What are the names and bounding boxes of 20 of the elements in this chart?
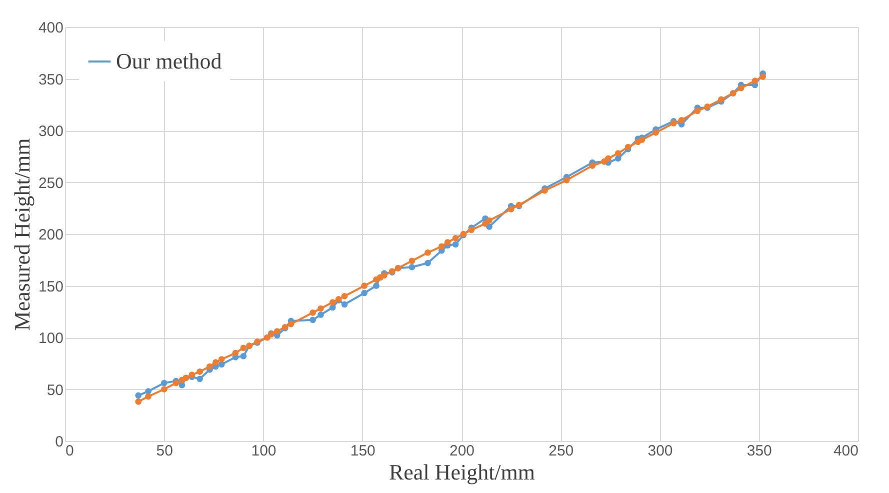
x-tick-label: 150 (350, 442, 376, 460)
y-tick-label: 200 (38, 226, 64, 244)
x-tick-label: 200 (449, 442, 475, 460)
x-tick-label: 400 (833, 442, 858, 460)
y-tick-label: 150 (38, 278, 64, 296)
y-tick-label: 250 (38, 174, 64, 192)
y-tick-label: 350 (38, 71, 64, 88)
y-tick-label: 100 (38, 330, 64, 347)
x-axis-title: Real Height/mm (388, 460, 536, 484)
x-tick-label: 300 (648, 442, 673, 460)
y-tick-label: 400 (38, 20, 64, 36)
x-tick-label: 0 (66, 442, 74, 460)
y-tick-label: 300 (38, 123, 64, 140)
y-tick-label: 50 (46, 382, 64, 399)
x-tick-label: 100 (251, 442, 276, 460)
y-axis-title: Measured Height/mm (9, 138, 34, 331)
x-tick-label: 350 (746, 442, 772, 460)
x-tick-label: 50 (156, 442, 173, 460)
legend-label: Our method (116, 48, 222, 74)
x-tick-label: 250 (548, 442, 574, 460)
